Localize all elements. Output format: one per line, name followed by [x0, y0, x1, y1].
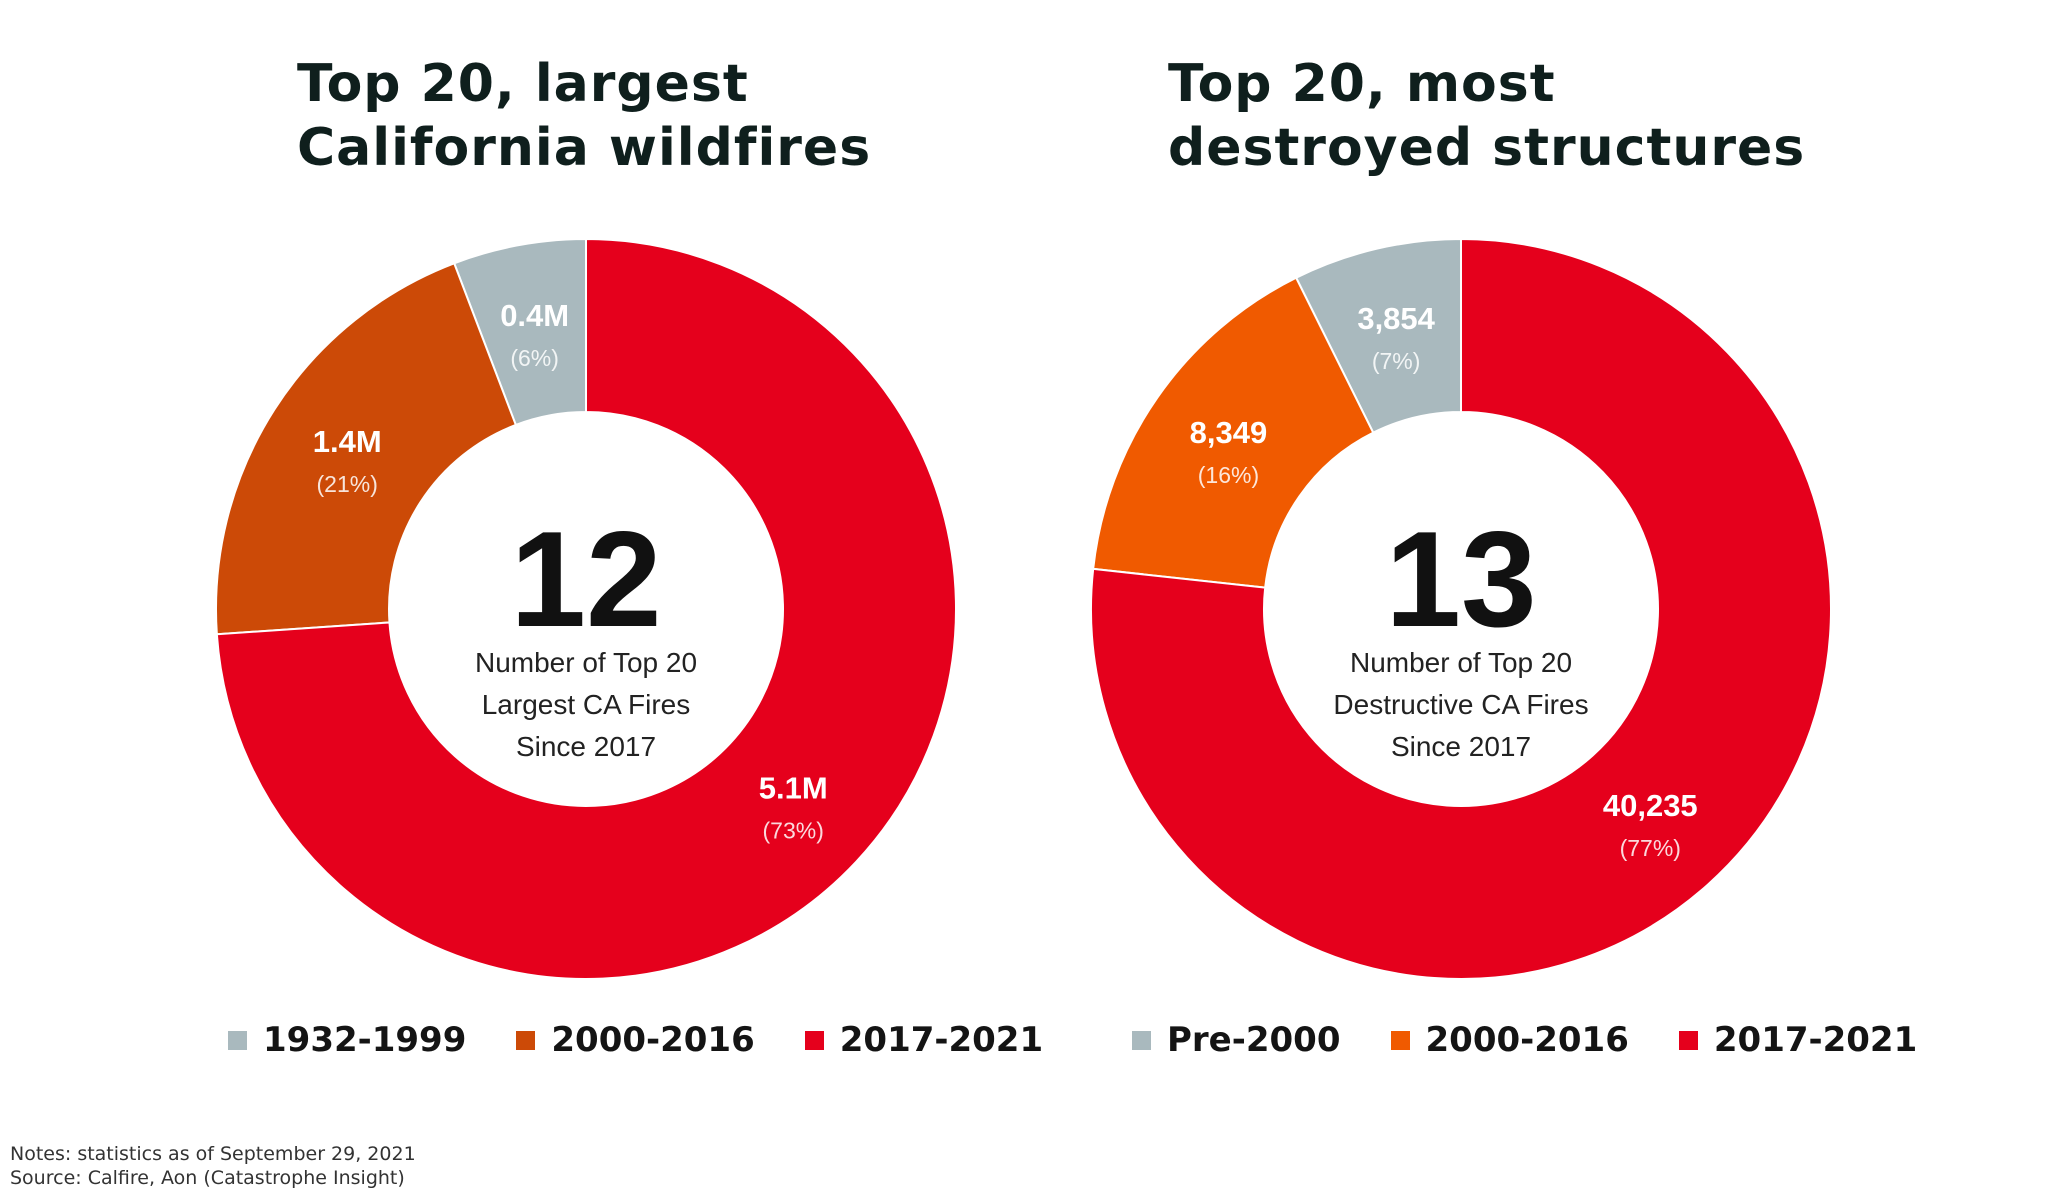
- legend-swatch: [516, 1030, 536, 1050]
- slice-percent-label: (16%): [1198, 462, 1259, 488]
- legend-swatch: [804, 1030, 824, 1050]
- center-number: 12: [510, 503, 661, 655]
- donut-slice-2000-2016: [215, 261, 518, 636]
- legend-label: 2017-2021: [839, 1020, 1044, 1060]
- source-text: Source: Calfire, Aon (Catastrophe Insigh…: [10, 1167, 405, 1189]
- legend-swatch: [228, 1030, 247, 1050]
- slice-value-label: 0.4M: [500, 298, 569, 333]
- slice-percent-label: (6%): [510, 345, 559, 371]
- legend-swatch: [1390, 1030, 1410, 1050]
- chart-title-line-2: California wildfires: [297, 118, 872, 178]
- legend-swatch: [1132, 1030, 1151, 1050]
- destroyed-structures-chart: Top 20, most destroyed structures 3,854 (…: [1024, 0, 2024, 1100]
- center-caption-line: Largest CA Fires: [482, 689, 691, 720]
- slice-value-label: 40,235: [1603, 788, 1698, 823]
- slice-percent-label: (77%): [1620, 835, 1681, 861]
- slice-percent-label: (73%): [763, 818, 824, 844]
- slice-value-label: 8,349: [1190, 415, 1268, 450]
- chart-title: Top 20, most destroyed structures: [1168, 52, 1805, 180]
- slice-percent-label: (7%): [1372, 348, 1421, 374]
- chart-title-line-1: Top 20, largest: [297, 54, 749, 114]
- chart-legend: Pre-2000 2000-2016 2017-2021: [1132, 1020, 1917, 1060]
- legend-item-2017-2021: 2017-2021: [804, 1020, 1044, 1060]
- center-caption-line: Number of Top 20: [475, 647, 697, 678]
- legend-label: 2000-2016: [551, 1020, 755, 1060]
- center-caption-line: Since 2017: [1391, 731, 1531, 762]
- slice-value-label: 1.4M: [313, 424, 382, 459]
- chart-title-line-2: destroyed structures: [1168, 118, 1806, 178]
- center-caption-line: Destructive CA Fires: [1333, 689, 1588, 720]
- legend-label: 1932-1999: [263, 1020, 467, 1060]
- slice-percent-label: (21%): [317, 471, 378, 497]
- legend-item-2000-2016: 2000-2016: [516, 1020, 755, 1060]
- legend-label: Pre-2000: [1167, 1020, 1341, 1060]
- donut-slice-2017-2021: [1090, 237, 1832, 980]
- center-caption-line: Since 2017: [516, 731, 656, 762]
- center-number: 13: [1385, 503, 1536, 655]
- chart-title: Top 20, largest California wildfires: [297, 52, 871, 180]
- legend-item-pre-2000: Pre-2000: [1132, 1020, 1341, 1060]
- donut-slice-2000-2016: [1092, 276, 1375, 589]
- legend-label: 2017-2021: [1713, 1020, 1918, 1060]
- legend-item-2000-2016: 2000-2016: [1390, 1020, 1629, 1060]
- slice-value-label: 3,854: [1357, 301, 1435, 336]
- slice-value-label: 5.1M: [759, 771, 828, 806]
- chart-legend: 1932-1999 2000-2016 2017-2021: [228, 1020, 1043, 1060]
- notes-text: Notes: statistics as of September 29, 20…: [10, 1143, 416, 1165]
- footnotes: Notes: statistics as of September 29, 20…: [10, 1142, 416, 1190]
- legend-label: 2000-2016: [1425, 1020, 1629, 1060]
- legend-item-1932-1999: 1932-1999: [228, 1020, 466, 1060]
- legend-swatch: [1678, 1030, 1698, 1050]
- legend-item-2017-2021: 2017-2021: [1678, 1020, 1918, 1060]
- largest-wildfires-chart: Top 20, largest California wildfires 0.4…: [0, 0, 1043, 1100]
- donut-slice-2017-2021: [215, 237, 957, 980]
- center-caption-line: Number of Top 20: [1350, 647, 1572, 678]
- chart-title-line-1: Top 20, most: [1168, 54, 1556, 114]
